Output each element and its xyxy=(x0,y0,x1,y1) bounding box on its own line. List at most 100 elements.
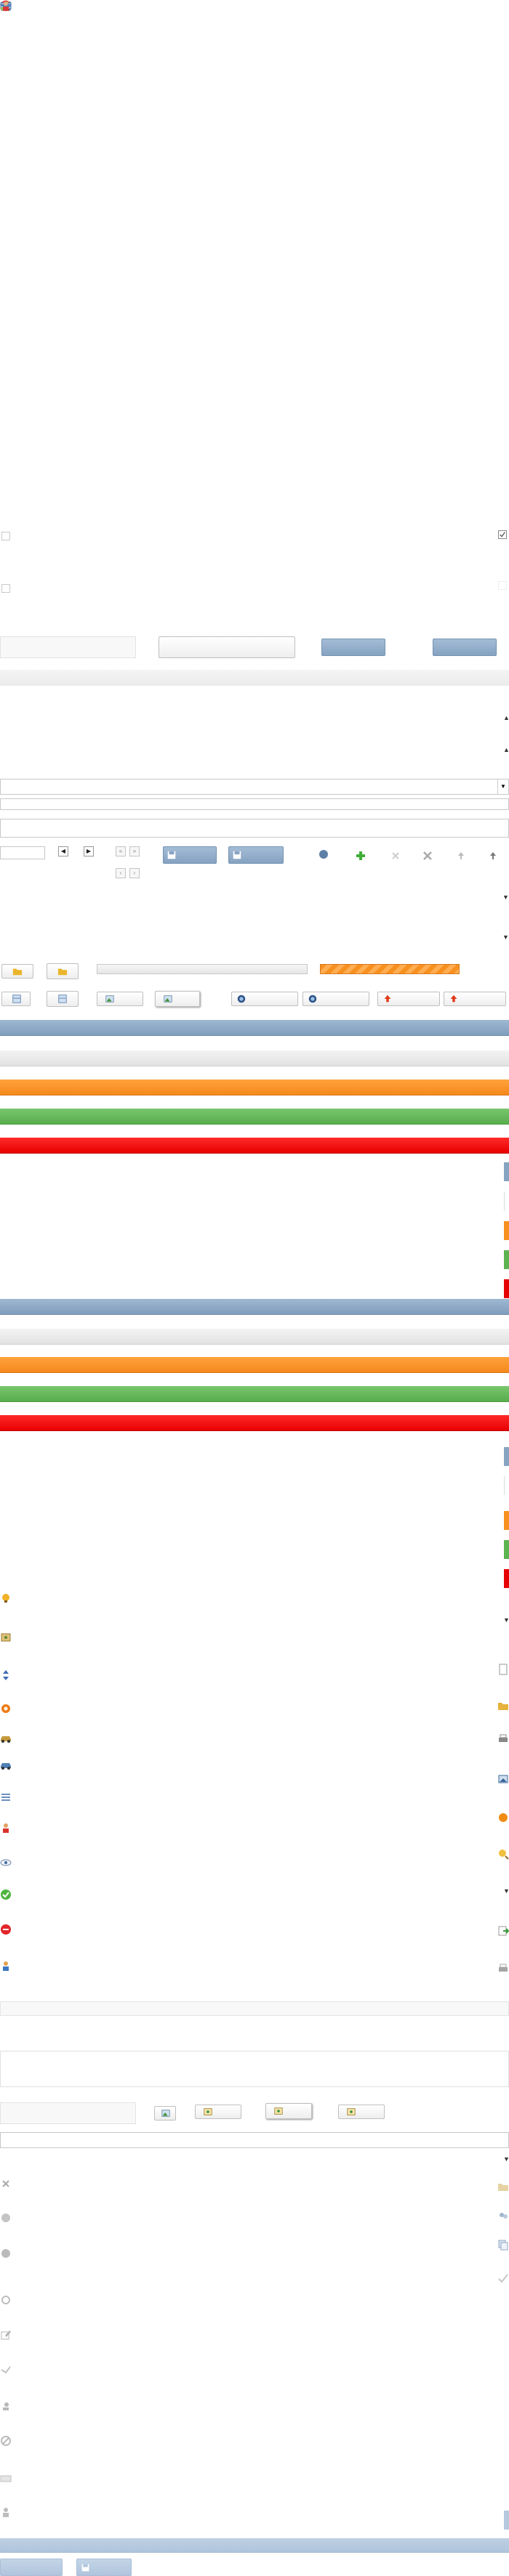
checkbox-unchecked[interactable] xyxy=(1,532,10,540)
prev-page-button[interactable]: ◀ xyxy=(58,846,68,856)
status-bar-blue-light xyxy=(0,2538,509,2553)
eye-icon[interactable] xyxy=(0,1857,12,1868)
globe-icon-2 xyxy=(308,994,318,1004)
checkbox-checked[interactable] xyxy=(498,530,507,539)
group-grey-icon xyxy=(497,2210,509,2221)
grid-view-button[interactable] xyxy=(1,992,31,1006)
radio-circle-icon[interactable] xyxy=(318,848,329,860)
stub-red xyxy=(504,1279,509,1298)
combo-dropdown-icon[interactable]: ▼ xyxy=(497,779,508,794)
search-web-button-2[interactable] xyxy=(302,992,369,1006)
combo-box[interactable]: ▼ xyxy=(0,779,509,795)
image-icon-right[interactable] xyxy=(497,1773,509,1785)
next-page-button[interactable]: ▶ xyxy=(84,846,94,856)
image-icon xyxy=(105,994,115,1004)
dropdown-arrow-icon-top[interactable]: ▼ xyxy=(503,1616,509,1624)
car-blue-icon[interactable] xyxy=(0,1759,12,1770)
scroll-down-icon-2[interactable]: ▼ xyxy=(502,933,509,941)
orange-sun-icon[interactable] xyxy=(497,1812,509,1823)
add-plus-icon[interactable] xyxy=(355,850,366,862)
stub-blue-bottom xyxy=(504,2511,509,2530)
up-arrow-grey-icon[interactable] xyxy=(455,850,467,862)
red-stop-circle-icon[interactable] xyxy=(0,1924,12,1935)
document-icon[interactable] xyxy=(497,1664,509,1675)
scroll-down-icon[interactable]: ▼ xyxy=(502,894,509,901)
person-icon[interactable] xyxy=(0,1960,12,1972)
stub-orange-2 xyxy=(504,1511,509,1530)
lightbulb-icon[interactable] xyxy=(0,1592,12,1604)
save-button[interactable] xyxy=(163,846,217,864)
status-bar-grey xyxy=(0,1050,509,1066)
status-bar-green-2 xyxy=(0,1386,509,1402)
disabled-button xyxy=(0,636,136,658)
folder-photo-icon[interactable] xyxy=(497,1700,509,1712)
grey-x-icon xyxy=(0,2178,12,2190)
combo-dropdown-icon-2[interactable]: ▼ xyxy=(503,2155,509,2163)
disabled-save-icon xyxy=(81,2563,90,2572)
upload-icon xyxy=(382,994,393,1004)
textarea[interactable] xyxy=(0,2051,509,2087)
first-page-button[interactable]: « xyxy=(116,846,126,856)
up-arrow-icon[interactable] xyxy=(487,850,499,862)
export-icon[interactable] xyxy=(497,1925,509,1937)
upload-button-2[interactable] xyxy=(444,992,506,1006)
text-input-3[interactable] xyxy=(0,2132,509,2148)
default-button[interactable] xyxy=(159,636,295,658)
grey-person-icon xyxy=(0,2506,12,2518)
remove-x-icon[interactable] xyxy=(422,850,433,862)
upload-button[interactable] xyxy=(377,992,440,1006)
stub-grey xyxy=(504,1192,509,1211)
scroll-up-icon[interactable]: ▲ xyxy=(503,714,509,721)
person-red-icon[interactable] xyxy=(0,0,12,12)
search-web-button[interactable] xyxy=(231,992,298,1006)
find-image-icon-2 xyxy=(273,2106,284,2116)
grey-edit-icon xyxy=(0,2329,12,2341)
list-icon[interactable] xyxy=(0,1791,12,1803)
search-user-icon[interactable] xyxy=(497,1848,509,1860)
upload-icon-2 xyxy=(449,994,459,1004)
dropdown-arrow-icon[interactable]: ▼ xyxy=(503,1887,509,1895)
copy-icon xyxy=(497,2239,509,2251)
person-warning-icon[interactable] xyxy=(0,1822,12,1834)
green-check-circle-icon[interactable] xyxy=(0,1889,12,1900)
image-small-button[interactable] xyxy=(154,2106,176,2121)
scroll-up-icon-2[interactable]: ▲ xyxy=(503,746,509,753)
print-grey-icon[interactable] xyxy=(497,1963,509,1974)
find-image-button-pressed[interactable] xyxy=(265,2103,312,2119)
globe-icon xyxy=(236,994,247,1004)
status-bar-red xyxy=(0,1138,509,1154)
image-button-pressed[interactable] xyxy=(155,991,200,1007)
orange-circle-icon[interactable] xyxy=(0,1703,12,1714)
grey-gear-icon xyxy=(0,2294,12,2306)
grey-hand-icon xyxy=(0,2364,12,2375)
status-bar-green xyxy=(0,1109,509,1125)
find-image-button-3[interactable] xyxy=(338,2105,385,2119)
number-input[interactable] xyxy=(0,846,45,859)
status-bar-orange-2 xyxy=(0,1357,509,1373)
open-folder-button-2[interactable] xyxy=(47,963,79,979)
next-small-button[interactable]: › xyxy=(129,868,140,878)
open-folder-button[interactable] xyxy=(1,964,33,979)
stub-grey-2 xyxy=(504,1476,509,1495)
disabled-primary-button xyxy=(0,2559,63,2576)
text-input[interactable] xyxy=(0,798,509,810)
checkbox-unchecked-2[interactable] xyxy=(1,584,10,593)
list-view-button[interactable] xyxy=(47,991,79,1007)
printer-icon[interactable] xyxy=(497,1733,509,1745)
image-button[interactable] xyxy=(97,992,143,1006)
prev-small-button[interactable]: ‹ xyxy=(116,868,126,878)
primary-button[interactable] xyxy=(321,639,385,656)
remove-x-grey-icon[interactable] xyxy=(390,850,401,862)
find-image-button[interactable] xyxy=(195,2105,241,2119)
text-input-large[interactable] xyxy=(0,819,509,838)
grey-card-icon xyxy=(0,2473,12,2484)
status-bar-blue-2 xyxy=(0,1299,509,1315)
photo-group-icon[interactable] xyxy=(0,1632,12,1643)
grey-user-icon xyxy=(0,2400,12,2412)
primary-button-2[interactable] xyxy=(433,639,497,656)
save-as-button[interactable] xyxy=(228,846,284,864)
find-image-icon-3 xyxy=(346,2107,356,2117)
last-page-button[interactable]: » xyxy=(129,846,140,856)
arrows-vertical-icon[interactable] xyxy=(0,1669,12,1681)
car-icon[interactable] xyxy=(0,1732,12,1743)
